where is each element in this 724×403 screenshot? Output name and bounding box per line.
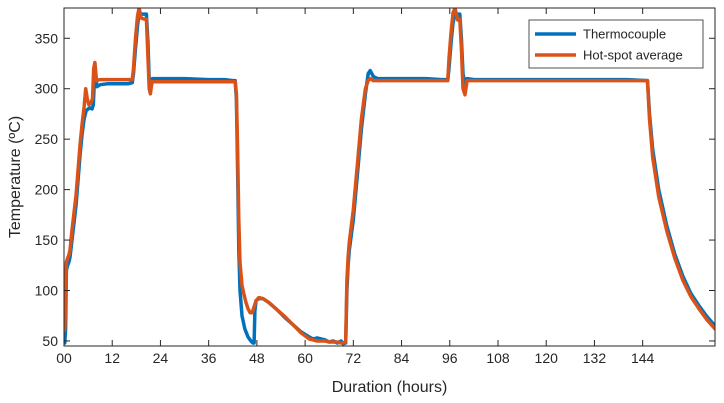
y-tick-label: 300: [35, 81, 59, 97]
x-tick-label: 12: [104, 350, 120, 366]
axis-layer: 00 12 24 36 48 60 72 84 96 108 120 132 144 50 100 150 20…: [35, 8, 715, 366]
x-tick-label: 108: [486, 350, 510, 366]
x-tick-label: 84: [394, 350, 410, 366]
legend-label-hot-spot-average: Hot-spot average: [583, 48, 683, 63]
y-tick-label: 100: [35, 283, 59, 299]
y-tick-label: 250: [35, 131, 59, 147]
x-tick-label: 132: [583, 350, 607, 366]
x-tick-label: 48: [249, 350, 265, 366]
y-tick-label: 200: [35, 182, 59, 198]
x-tick-label: 00: [56, 350, 72, 366]
y-tick-label: 150: [35, 232, 59, 248]
legend-box: [528, 19, 704, 69]
x-axis-label: Duration (hours): [332, 379, 448, 396]
x-tick-label: 144: [631, 350, 655, 366]
x-tick-label: 24: [153, 350, 169, 366]
x-tick-label: 72: [346, 350, 362, 366]
x-tick-label: 60: [297, 350, 313, 366]
y-axis-label: Temperature (ºC): [7, 116, 24, 238]
series-layer: [64, 8, 715, 346]
x-tick-label: 36: [201, 350, 217, 366]
legend-label-thermocouple: Thermocouple: [583, 27, 666, 42]
x-tick-label: 120: [535, 350, 559, 366]
series-line-hot-spot-average: [64, 8, 715, 345]
y-tick-label: 50: [42, 333, 58, 349]
plot-frame: [63, 7, 716, 347]
legend: Thermocouple Hot-spot average: [528, 19, 704, 69]
y-tick-label: 350: [35, 30, 59, 46]
x-tick-label: 96: [442, 350, 458, 366]
